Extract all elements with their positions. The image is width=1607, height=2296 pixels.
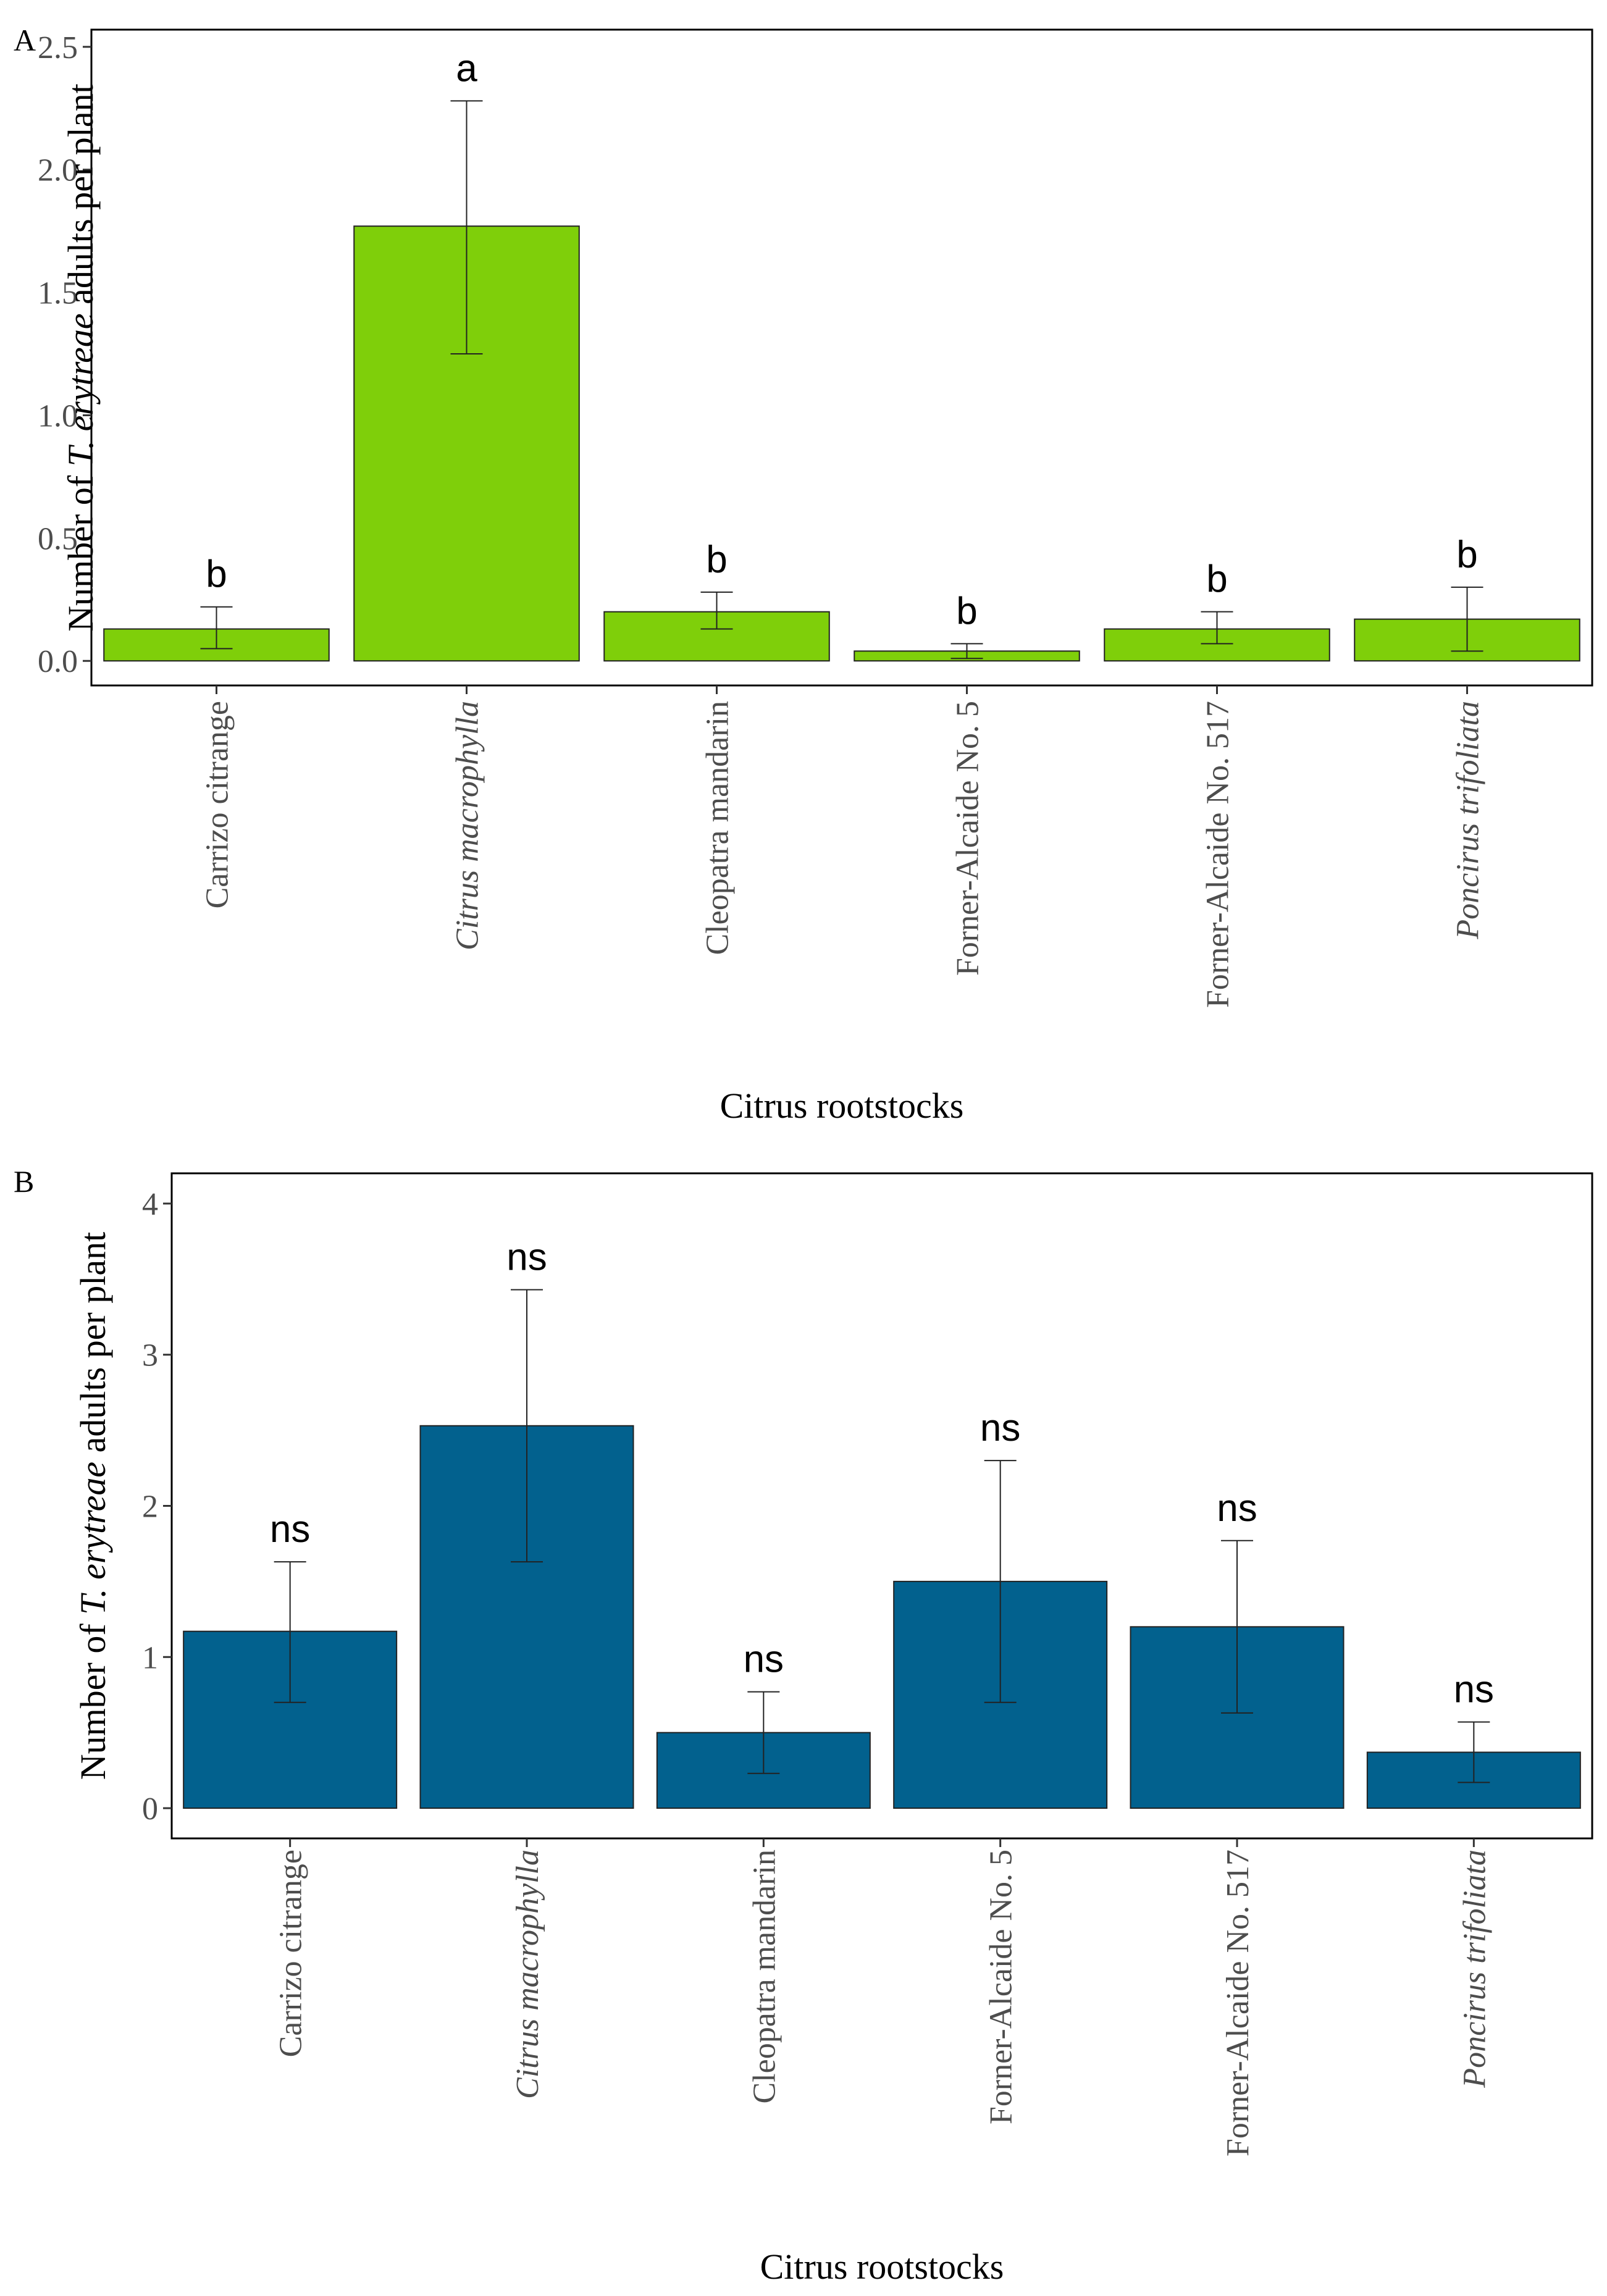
panel-b-significance-label: ns xyxy=(506,1236,547,1278)
panel-b-category-label: Citrus macrophylla xyxy=(510,1850,545,2099)
panel-a-y-axis-title: Number of T. erytreae adults per plant xyxy=(61,83,101,631)
panel-a-y-tick-label: 1.5 xyxy=(38,276,78,311)
panel-a-category-label: Poncirus trifoliata xyxy=(1451,701,1486,940)
panel-b-significance-label: ns xyxy=(270,1508,310,1551)
panel-a-plot-area xyxy=(90,28,1593,687)
panel-a-bar xyxy=(603,611,830,662)
panel-a-error-bar xyxy=(1201,611,1233,645)
panel-b-error-bar xyxy=(984,1460,1017,1703)
panel-a-significance-label: b xyxy=(1206,558,1227,601)
panel-b-error-bar xyxy=(747,1691,780,1774)
panel-b: B 0 1 2 3 4 ns Carrizo citrange ns Citrus macroph… xyxy=(14,1164,1593,2287)
panel-a-category-label: Forner-Alcaide No. 5 xyxy=(950,701,986,976)
panel-a-significance-label: a xyxy=(456,47,477,90)
panel-b-y-tick-label: 2 xyxy=(142,1489,158,1525)
panel-a-category-label: Carrizo citrange xyxy=(200,701,235,908)
panel-b-category-label: Poncirus trifoliata xyxy=(1457,1850,1492,2089)
panel-a-significance-label: b xyxy=(956,590,977,632)
panel-a-error-bar xyxy=(950,643,983,660)
panel-a-y-tick-label: 2.5 xyxy=(38,30,78,65)
panel-a: A 0.0 0.5 1.0 1.5 2.0 2.5 b Carrizo citrange a Cit… xyxy=(14,23,1593,1126)
panel-b-category-label: Cleopatra mandarin xyxy=(747,1850,782,2104)
panel-b-significance-label: ns xyxy=(1217,1487,1257,1530)
panel-a-error-bar xyxy=(200,606,233,650)
panel-a-category-label: Citrus macrophylla xyxy=(450,701,485,950)
panel-b-category-label: Carrizo citrange xyxy=(274,1850,309,2057)
panel-a-error-bar xyxy=(450,100,483,355)
panel-a-y-tick-label: 1.0 xyxy=(38,398,78,434)
panel-a-y-tick-label: 0.0 xyxy=(38,644,78,679)
panel-b-error-bar xyxy=(1221,1540,1253,1714)
panel-b-category-label: Forner-Alcaide No. 517 xyxy=(1220,1850,1256,2156)
panel-a-category-label: Cleopatra mandarin xyxy=(700,701,736,955)
panel-b-error-bar xyxy=(274,1561,306,1703)
panel-b-plot-area xyxy=(170,1172,1593,1840)
panel-b-y-tick-label: 4 xyxy=(142,1187,158,1222)
panel-a-error-bar xyxy=(1451,586,1483,652)
panel-a-significance-label: b xyxy=(706,538,727,581)
panel-a-y-tick-label: 0.5 xyxy=(38,521,78,556)
panel-a-y-tick-label: 2.0 xyxy=(38,153,78,188)
panel-b-significance-label: ns xyxy=(1454,1669,1494,1711)
panel-a-significance-label: b xyxy=(206,553,227,596)
panel-b-error-bar xyxy=(511,1289,543,1563)
panel-a-category-label: Forner-Alcaide No. 517 xyxy=(1201,701,1236,1008)
panel-b-y-tick-label: 1 xyxy=(142,1640,158,1675)
panel-b-x-axis-title: Citrus rootstocks xyxy=(760,2247,1004,2287)
panel-b-y-tick-label: 0 xyxy=(142,1791,158,1827)
panel-a-error-bar xyxy=(700,591,733,630)
panel-b-error-bar xyxy=(1458,1721,1490,1783)
panel-a-x-axis-title: Citrus rootstocks xyxy=(720,1086,964,1126)
panel-b-significance-label: ns xyxy=(980,1407,1020,1449)
panel-b-significance-label: ns xyxy=(744,1638,784,1681)
panel-b-y-tick-label: 3 xyxy=(142,1338,158,1373)
panel-a-letter: A xyxy=(14,23,36,57)
panel-b-category-label: Forner-Alcaide No. 5 xyxy=(984,1850,1019,2124)
panel-a-significance-label: b xyxy=(1456,534,1477,576)
panel-b-y-axis-title: Number of T. erytreae adults per plant xyxy=(73,1232,113,1780)
panel-b-letter: B xyxy=(14,1164,34,1199)
